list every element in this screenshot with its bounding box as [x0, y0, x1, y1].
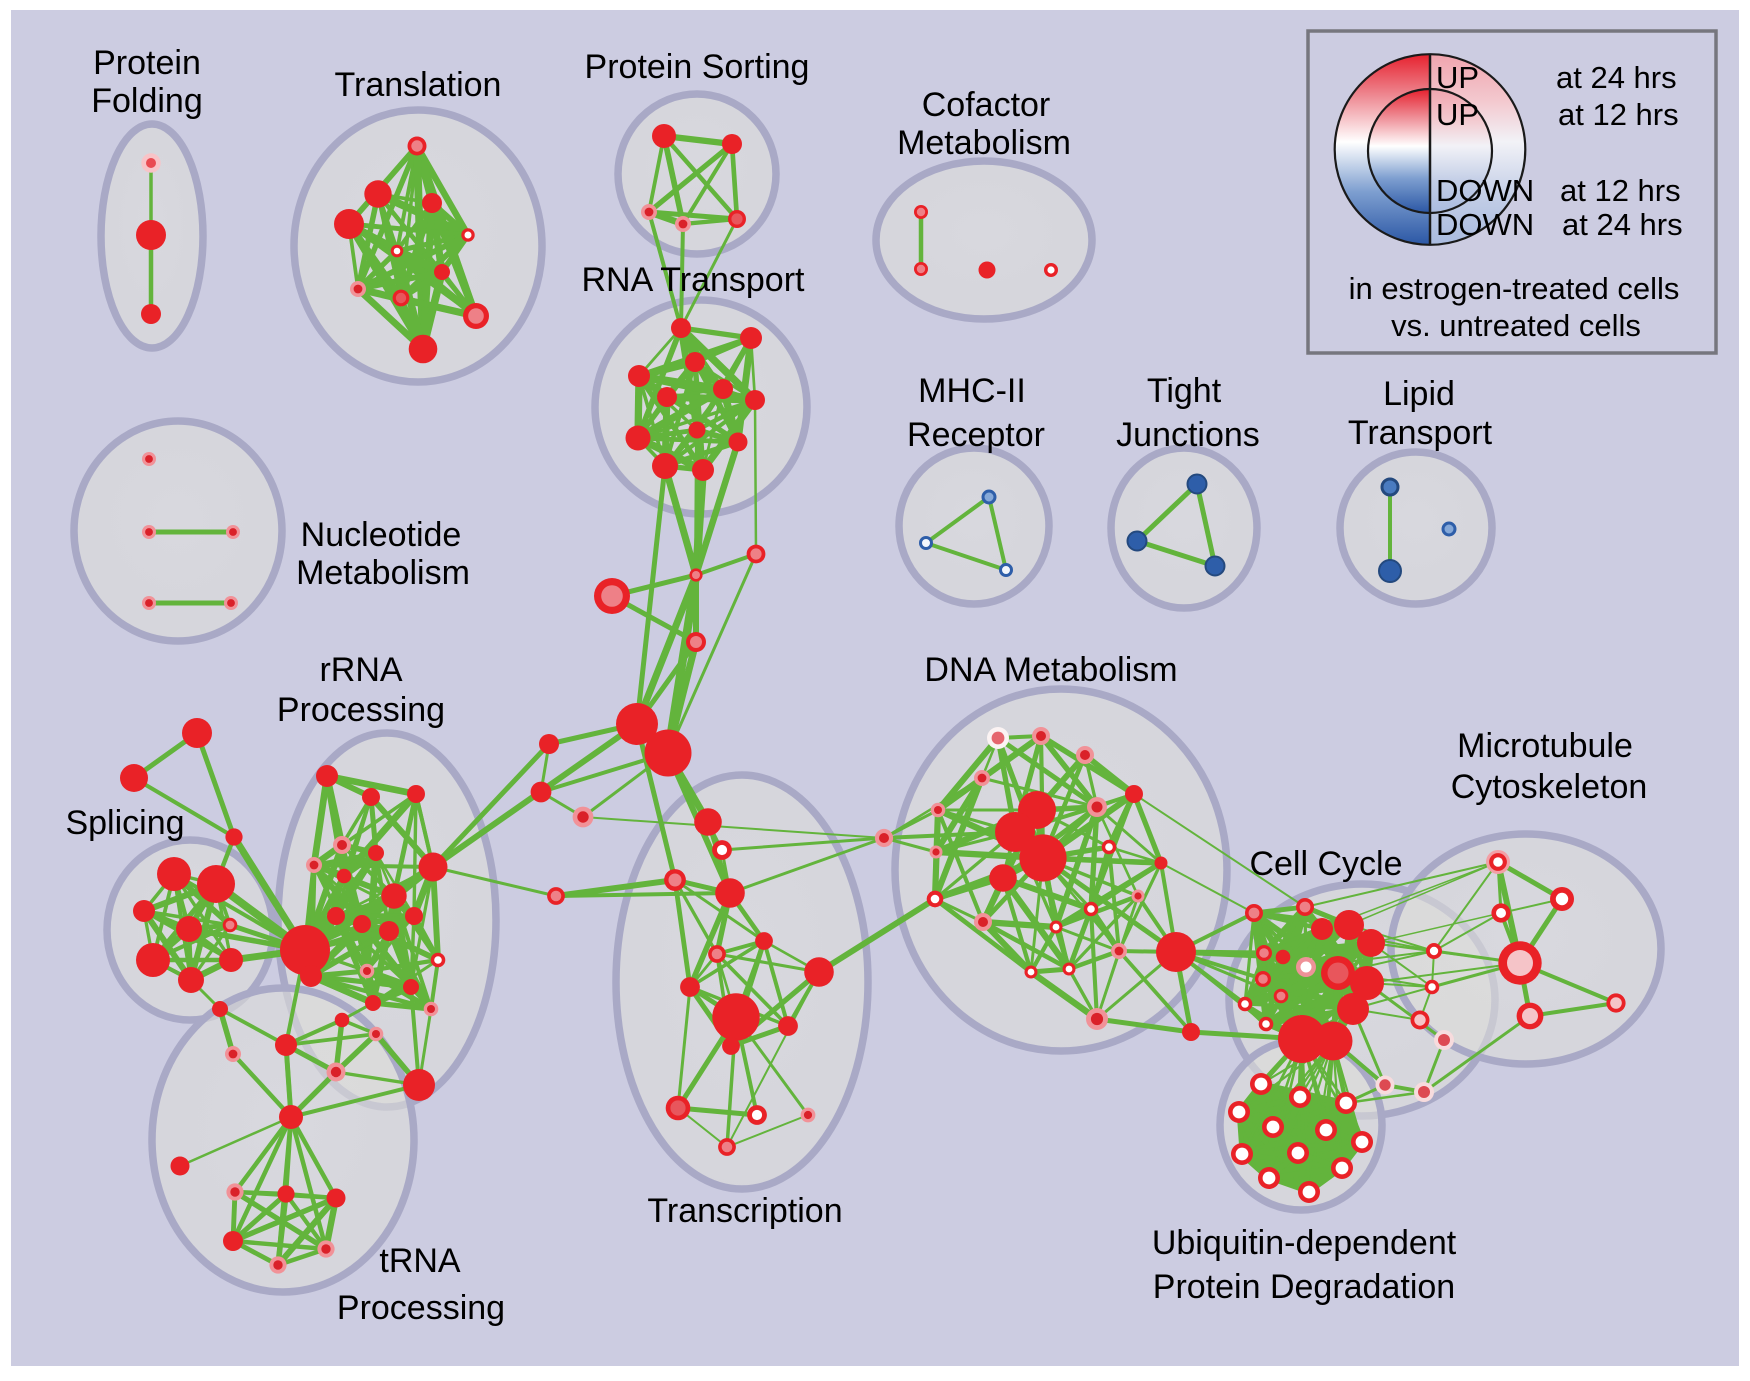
svg-text:Cell Cycle: Cell Cycle: [1249, 845, 1402, 883]
svg-text:UP: UP: [1436, 60, 1479, 95]
svg-text:at 12 hrs: at 12 hrs: [1558, 97, 1679, 132]
svg-text:at 24 hrs: at 24 hrs: [1556, 60, 1677, 95]
svg-text:Protein Sorting: Protein Sorting: [585, 48, 810, 86]
svg-text:Transport: Transport: [1348, 414, 1493, 452]
svg-text:DOWN: DOWN: [1436, 173, 1534, 208]
svg-text:Lipid: Lipid: [1383, 375, 1455, 413]
svg-text:Splicing: Splicing: [65, 804, 184, 842]
svg-text:in estrogen-treated cells: in estrogen-treated cells: [1349, 271, 1680, 306]
svg-text:Tight: Tight: [1147, 372, 1222, 410]
svg-text:Folding: Folding: [91, 82, 203, 120]
svg-text:Processing: Processing: [337, 1289, 505, 1327]
svg-text:Metabolism: Metabolism: [897, 124, 1071, 162]
svg-text:RNA Transport: RNA Transport: [582, 261, 806, 299]
svg-text:rRNA: rRNA: [319, 651, 402, 689]
svg-text:DNA Metabolism: DNA Metabolism: [924, 651, 1177, 689]
svg-text:Cofactor: Cofactor: [922, 86, 1051, 124]
svg-text:tRNA: tRNA: [379, 1242, 461, 1280]
svg-text:Protein: Protein: [93, 44, 201, 82]
svg-text:UP: UP: [1436, 97, 1479, 132]
svg-text:DOWN: DOWN: [1436, 207, 1534, 242]
svg-text:Transcription: Transcription: [647, 1192, 842, 1230]
svg-text:Processing: Processing: [277, 691, 445, 729]
svg-text:MHC-II: MHC-II: [918, 372, 1026, 410]
svg-text:Junctions: Junctions: [1116, 416, 1260, 454]
svg-text:Metabolism: Metabolism: [296, 554, 470, 592]
svg-text:Receptor: Receptor: [907, 416, 1045, 454]
svg-text:at 12 hrs: at 12 hrs: [1560, 173, 1681, 208]
svg-text:Translation: Translation: [335, 66, 502, 104]
svg-text:vs. untreated cells: vs. untreated cells: [1391, 308, 1641, 343]
svg-text:Microtubule: Microtubule: [1457, 727, 1633, 765]
svg-text:Cytoskeleton: Cytoskeleton: [1451, 768, 1648, 806]
svg-text:Ubiquitin-dependent: Ubiquitin-dependent: [1152, 1224, 1457, 1262]
svg-text:Protein Degradation: Protein Degradation: [1153, 1268, 1455, 1306]
svg-text:at 24 hrs: at 24 hrs: [1562, 207, 1683, 242]
svg-text:Nucleotide: Nucleotide: [301, 516, 462, 554]
